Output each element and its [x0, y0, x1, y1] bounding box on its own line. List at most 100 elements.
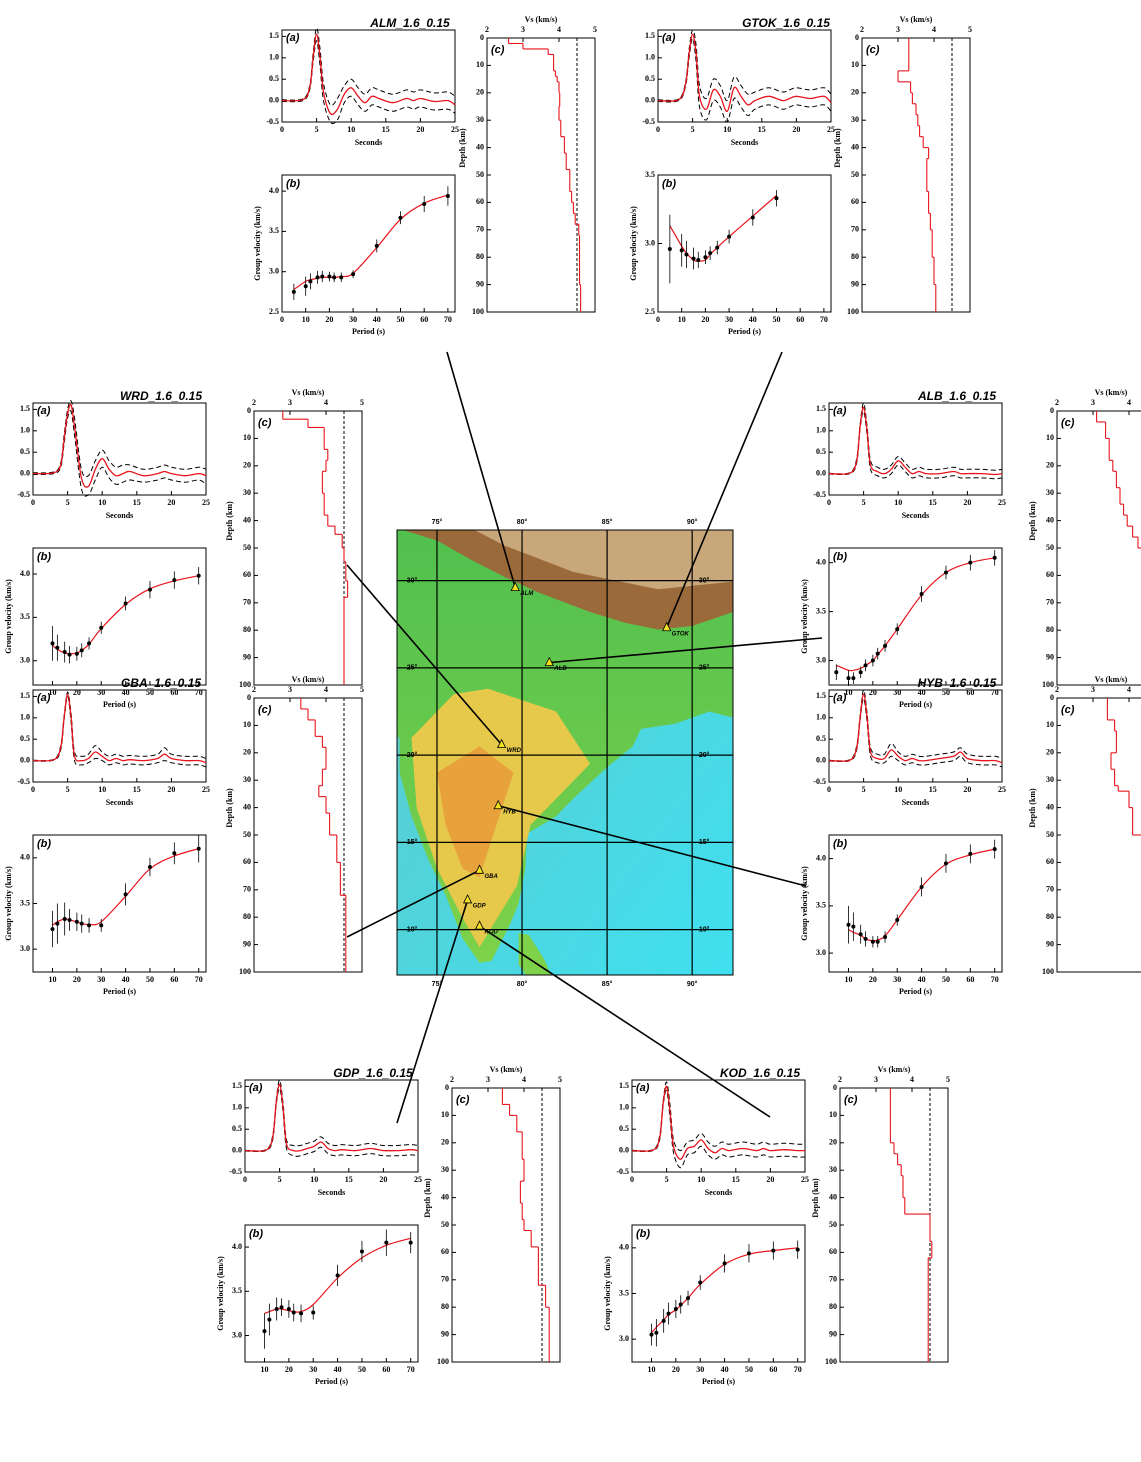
y-tick-label: 3.5 [232, 1286, 242, 1295]
x-tick-label: 0 [827, 785, 831, 794]
y-tick-label: 80 [441, 1302, 449, 1311]
axes-frame [658, 175, 831, 312]
x-tick-label: 3 [1091, 685, 1095, 694]
y-tick-label: 30 [243, 775, 251, 784]
x-tick-label: 2 [860, 25, 864, 34]
observed-point [851, 676, 855, 680]
x-tick-label: 30 [893, 688, 901, 697]
x-axis-label: Vs (km/s) [878, 1065, 911, 1074]
y-tick-label: 20 [851, 88, 859, 97]
lon-label: 90° [687, 518, 698, 526]
x-tick-label: 10 [98, 785, 106, 794]
x-tick-label: 40 [334, 1365, 342, 1374]
x-tick-label: 5 [360, 398, 364, 407]
observed-point [197, 574, 201, 578]
rf-mean [658, 34, 831, 111]
observed-point [267, 1318, 271, 1322]
y-tick-label: 20 [829, 1138, 837, 1147]
x-tick-label: 40 [918, 975, 926, 984]
x-tick-label: 70 [991, 975, 999, 984]
y-axis-label: Depth (km) [1028, 788, 1037, 828]
y-tick-label: 0.0 [619, 1145, 629, 1154]
y-axis-label: Depth (km) [811, 1178, 820, 1218]
x-tick-label: 5 [665, 1175, 669, 1184]
observed-point [834, 670, 838, 674]
y-axis-label: Depth (km) [458, 128, 467, 168]
y-tick-label: 10 [243, 433, 251, 442]
panel-label: (c) [258, 417, 272, 429]
y-tick-label: 30 [1046, 775, 1054, 784]
panel-label: (c) [1061, 704, 1075, 716]
observed-point [668, 247, 672, 251]
x-axis-label: Seconds [731, 138, 759, 147]
y-tick-label: 90 [476, 279, 484, 288]
y-tick-label: 70 [476, 225, 484, 234]
observed-point [895, 918, 899, 922]
observed-point [662, 1319, 666, 1323]
x-axis-label: Vs (km/s) [292, 388, 325, 397]
x-tick-label: 10 [844, 975, 852, 984]
y-tick-label: 3.0 [20, 656, 30, 665]
axes-frame [1057, 411, 1141, 685]
y-tick-label: 2.5 [269, 307, 279, 316]
station-label: ALM [519, 591, 534, 597]
x-tick-label: 60 [796, 315, 804, 324]
y-tick-label: 80 [829, 1302, 837, 1311]
y-tick-label: 30 [441, 1165, 449, 1174]
x-tick-label: 20 [379, 1175, 387, 1184]
observed-point [774, 196, 778, 200]
axes-frame [632, 1225, 805, 1362]
station-label: WRD [507, 748, 522, 754]
axes-frame [862, 38, 970, 312]
x-axis-label: Period (s) [728, 327, 761, 336]
lat-label: 10° [407, 925, 418, 933]
x-tick-label: 5 [593, 25, 597, 34]
observed-point [944, 570, 948, 574]
y-tick-label: 100 [472, 307, 484, 316]
x-tick-label: 20 [73, 975, 81, 984]
observed-point [327, 275, 331, 279]
y-tick-label: 1.5 [232, 1081, 242, 1090]
y-tick-label: 60 [243, 857, 251, 866]
axes-frame [840, 1088, 948, 1362]
y-tick-label: 100 [1042, 967, 1054, 976]
y-axis-label: Depth (km) [225, 788, 234, 828]
x-tick-label: 30 [725, 315, 733, 324]
x-tick-label: 3 [1091, 398, 1095, 407]
y-tick-label: 1.0 [269, 53, 279, 62]
x-axis-label: Period (s) [352, 327, 385, 336]
x-tick-label: 20 [869, 688, 877, 697]
y-tick-label: 40 [1046, 515, 1054, 524]
x-tick-label: 50 [396, 315, 404, 324]
y-tick-label: 4.0 [816, 853, 826, 862]
observed-point [679, 1302, 683, 1306]
y-tick-label: 60 [441, 1247, 449, 1256]
station-title: GTOK_1.6_0.15 [742, 16, 830, 30]
observed-point [846, 923, 850, 927]
lon-label: 80° [517, 518, 528, 526]
x-tick-label: 20 [416, 125, 424, 134]
x-tick-label: 25 [801, 1175, 809, 1184]
y-tick-label: 3.5 [20, 898, 30, 907]
y-tick-label: 3.0 [645, 238, 655, 247]
x-tick-label: 50 [745, 1365, 753, 1374]
y-tick-label: 4.0 [619, 1243, 629, 1252]
y-tick-label: 70 [851, 225, 859, 234]
y-tick-label: 1.0 [816, 713, 826, 722]
station-title: ALM_1.6_0.15 [369, 16, 450, 30]
x-tick-label: 2 [838, 1075, 842, 1084]
observed-point [692, 257, 696, 261]
y-tick-label: 0.5 [816, 447, 826, 456]
x-tick-label: 60 [769, 1365, 777, 1374]
station-label: GDP [473, 904, 487, 910]
x-tick-label: 5 [66, 498, 70, 507]
y-axis-label: Group velocity (km/s) [4, 866, 13, 941]
lon-label: 80° [517, 980, 528, 988]
observed-point [703, 255, 707, 259]
x-tick-label: 50 [146, 975, 154, 984]
observed-point [968, 561, 972, 565]
observed-point [727, 235, 731, 239]
y-tick-label: 50 [476, 170, 484, 179]
x-tick-label: 10 [894, 498, 902, 507]
observed-point [68, 918, 72, 922]
